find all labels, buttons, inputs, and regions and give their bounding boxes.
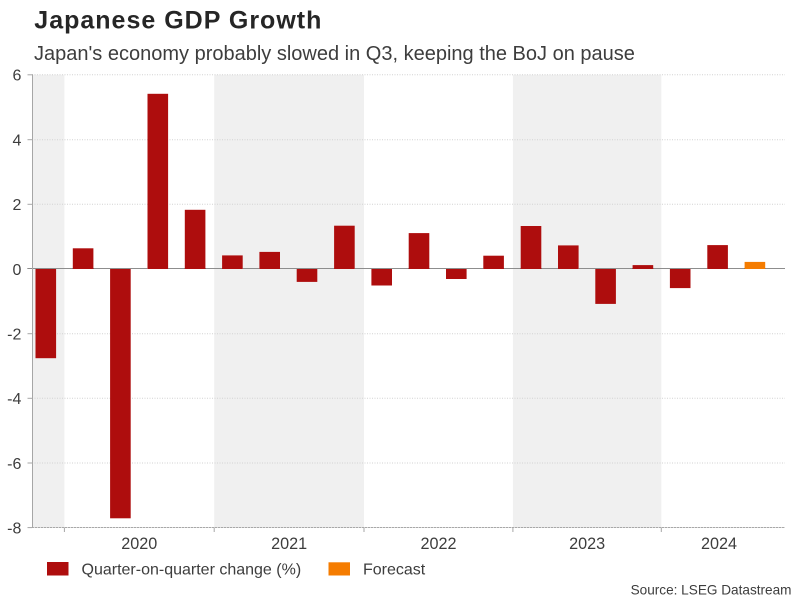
svg-text:-6: -6 (7, 456, 21, 473)
svg-text:-4: -4 (7, 391, 21, 408)
svg-text:4: 4 (12, 133, 21, 150)
svg-text:2020: 2020 (121, 535, 157, 553)
svg-text:0: 0 (12, 262, 21, 279)
svg-text:6: 6 (12, 68, 21, 85)
svg-text:Quarter-on-quarter change (%): Quarter-on-quarter change (%) (82, 561, 302, 578)
svg-text:Japan's economy probably slowe: Japan's economy probably slowed in Q3, k… (34, 43, 635, 65)
svg-text:-8: -8 (7, 520, 21, 537)
svg-text:2023: 2023 (569, 535, 605, 553)
svg-text:Japanese GDP Growth: Japanese GDP Growth (34, 6, 322, 34)
svg-text:Source: LSEG Datastream: Source: LSEG Datastream (631, 583, 792, 598)
svg-text:2021: 2021 (271, 535, 307, 553)
svg-text:2022: 2022 (420, 535, 456, 553)
svg-text:2024: 2024 (701, 535, 737, 553)
svg-text:2: 2 (12, 197, 21, 214)
svg-text:-2: -2 (7, 327, 21, 344)
svg-text:Forecast: Forecast (363, 561, 426, 578)
